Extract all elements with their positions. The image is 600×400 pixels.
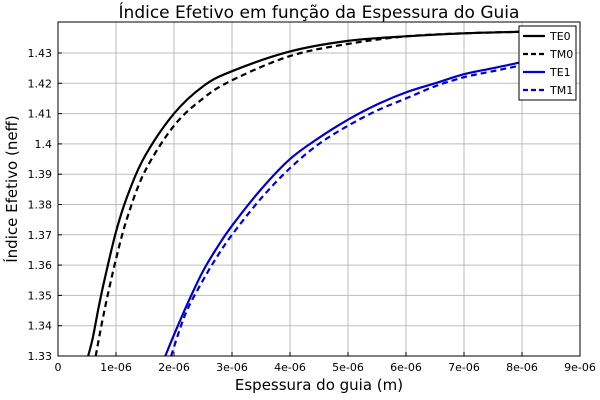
x-tick-label: 6e-06	[390, 361, 422, 374]
y-tick-label: 1.38	[28, 199, 53, 212]
series-line-tm1	[170, 61, 534, 356]
x-tick-label: 4e-06	[274, 361, 306, 374]
legend-label-te0: TE0	[549, 30, 571, 43]
y-tick-label: 1.35	[28, 289, 53, 302]
y-axis-ticks: 1.33 1.34 1.35 1.36 1.37 1.38 1.39 1.4 1.41 1.42 1…	[28, 47, 62, 363]
x-tick-label: 1e-06	[100, 361, 132, 374]
y-tick-label: 1.43	[28, 47, 53, 60]
series-line-te0	[87, 30, 534, 356]
legend-label-tm1: TM1	[549, 84, 573, 97]
legend-label-te1: TE1	[549, 66, 571, 79]
x-tick-label: 2e-06	[158, 361, 190, 374]
legend-label-tm0: TM0	[549, 48, 573, 61]
x-tick-label: 7e-06	[448, 361, 480, 374]
x-tick-label: 8e-06	[506, 361, 538, 374]
y-tick-label: 1.36	[28, 259, 53, 272]
y-tick-label: 1.33	[28, 350, 53, 363]
legend: TE0 TM0 TE1 TM1	[518, 25, 577, 101]
y-tick-label: 1.42	[28, 77, 53, 90]
x-axis-ticks: 0 1e-06 2e-06 3e-06 4e-06 5e-06 6e-06 7e-06 8e-0…	[55, 352, 596, 374]
x-tick-label: 3e-06	[216, 361, 248, 374]
y-tick-label: 1.4	[35, 138, 53, 151]
x-tick-label: 0	[55, 361, 62, 374]
y-tick-label: 1.39	[28, 168, 53, 181]
x-tick-label: 5e-06	[332, 361, 364, 374]
series-lines	[87, 30, 534, 356]
series-line-te1	[164, 57, 534, 356]
y-tick-label: 1.37	[28, 229, 53, 242]
y-axis-label: Índice Efetivo (neff)	[2, 115, 21, 263]
y-tick-label: 1.34	[28, 320, 53, 333]
plot-frame	[57, 21, 581, 357]
x-axis-label: Espessura do guia (m)	[235, 376, 403, 394]
chart-title: Índice Efetivo em função da Espessura do…	[119, 1, 520, 23]
x-tick-label: 9e-06	[564, 361, 596, 374]
y-tick-label: 1.41	[28, 108, 53, 121]
legend-box	[518, 25, 577, 101]
series-line-tm0	[94, 30, 534, 356]
